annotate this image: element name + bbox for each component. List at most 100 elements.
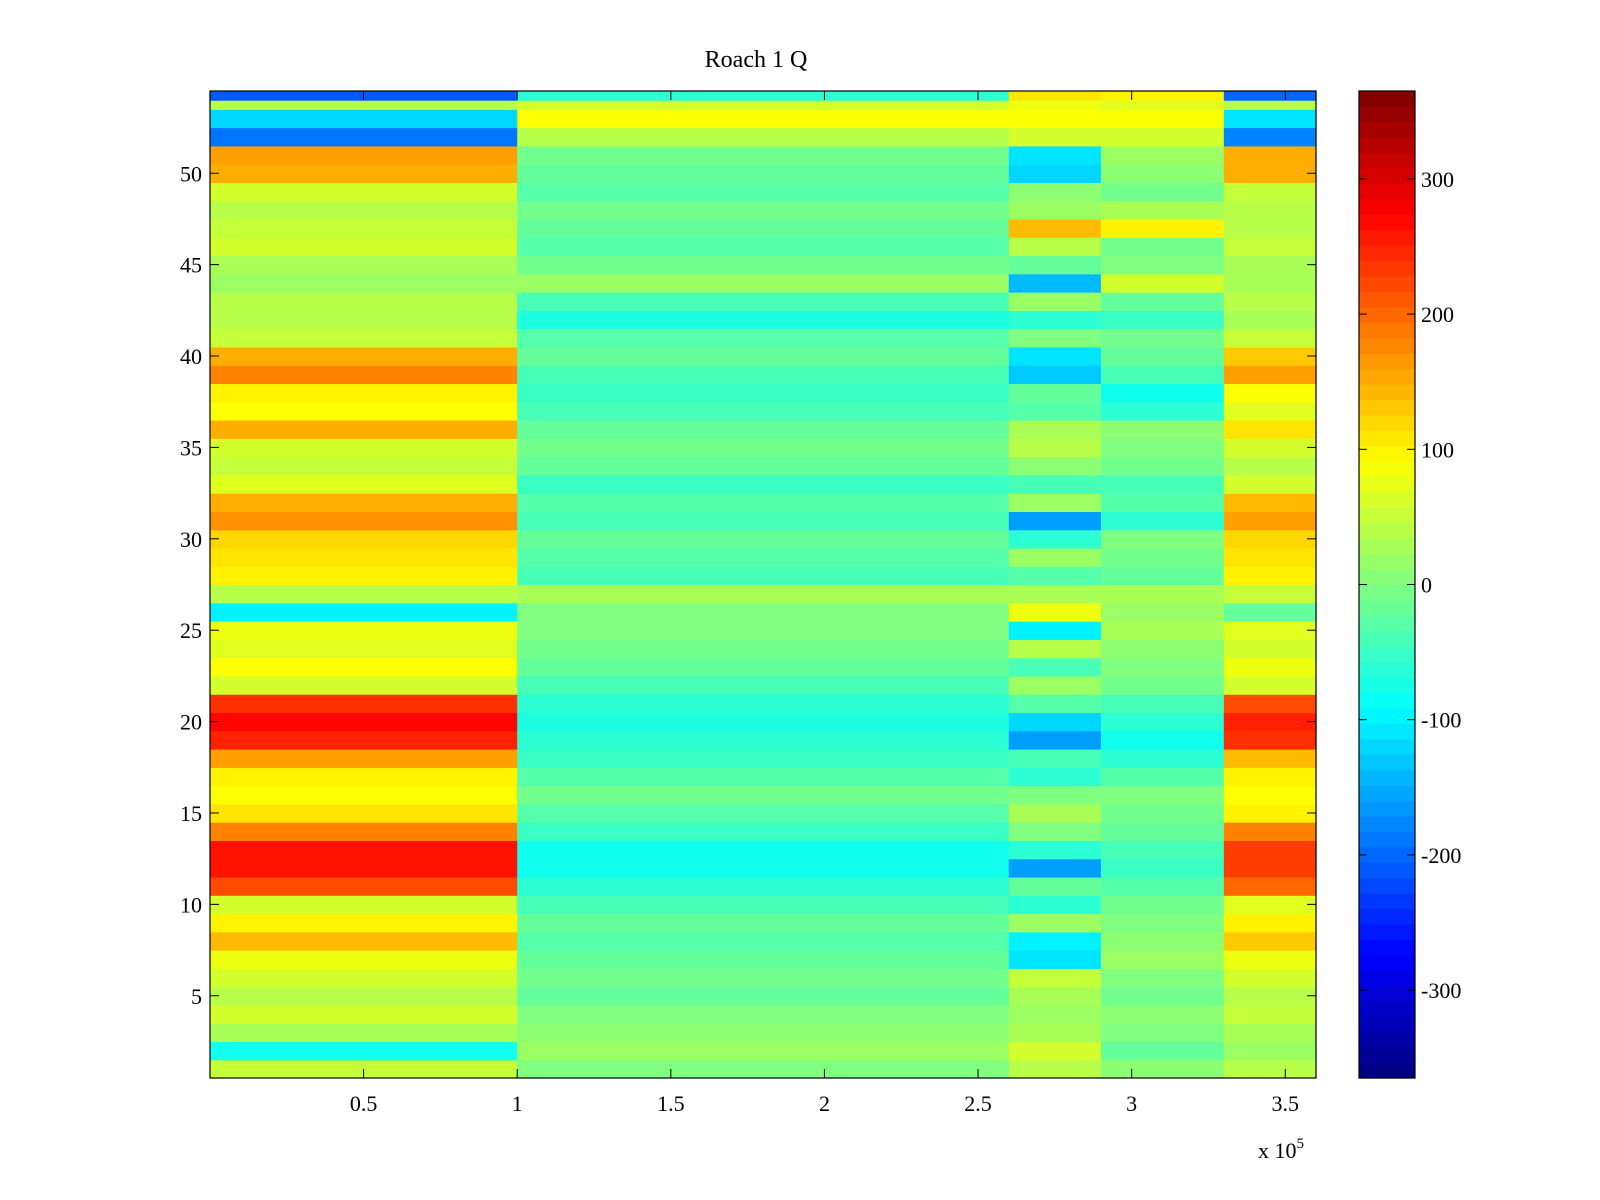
colorbar-band — [1359, 1047, 1415, 1064]
heatmap-cell — [210, 456, 518, 476]
colorbar-band — [1359, 784, 1415, 801]
heatmap-cell — [1223, 493, 1317, 512]
heatmap-cell — [1100, 127, 1225, 147]
heatmap-cell — [1008, 858, 1102, 878]
heatmap-cell — [210, 292, 518, 311]
heatmap-cell — [1223, 694, 1317, 714]
heatmap-cell — [517, 200, 1010, 220]
heatmap-cell — [1008, 401, 1102, 421]
colorbar-tick-label: 200 — [1421, 302, 1454, 327]
heatmap-cell — [517, 840, 1010, 860]
heatmap-cell — [517, 493, 1010, 512]
x-tick-label: 3.5 — [1272, 1091, 1300, 1116]
heatmap-cell — [1008, 730, 1102, 750]
heatmap-cell — [517, 712, 1010, 732]
heatmap-cell — [517, 749, 1010, 768]
heatmap-cell — [517, 657, 1010, 677]
heatmap-cell — [1100, 675, 1225, 695]
heatmap-cell — [1100, 749, 1225, 768]
heatmap-cell — [517, 511, 1010, 531]
colorbar-band — [1359, 507, 1415, 524]
heatmap-cell — [1100, 639, 1225, 659]
colorbar-band — [1359, 908, 1415, 925]
heatmap-cell — [1100, 218, 1225, 238]
colorbar-band — [1359, 892, 1415, 909]
heatmap-cell — [517, 986, 1010, 1006]
heatmap-cell — [210, 328, 518, 348]
colorbar-tick-label: 0 — [1421, 573, 1432, 598]
heatmap-cell — [1008, 657, 1102, 677]
heatmap-cell — [1100, 1004, 1225, 1024]
heatmap-cell — [1223, 785, 1317, 805]
heatmap-cell — [1223, 621, 1317, 640]
colorbar-band — [1359, 954, 1415, 971]
heatmap-cell — [1223, 840, 1317, 860]
heatmap-cell — [1223, 566, 1317, 586]
heatmap-cell — [1223, 858, 1317, 878]
heatmap-cell — [517, 182, 1010, 202]
colorbar-axis: -300 -200 -100 0 100 200 300 — [1359, 167, 1461, 1003]
heatmap-cell — [517, 1004, 1010, 1024]
x-tick-label: 3 — [1126, 1091, 1137, 1116]
colorbar-tick-label: 100 — [1421, 437, 1454, 462]
heatmap-cell — [1100, 803, 1225, 823]
heatmap-cell — [1008, 1023, 1102, 1043]
heatmap-cell — [1223, 292, 1317, 311]
heatmap-cell — [1008, 602, 1102, 622]
heatmap-cell — [1100, 164, 1225, 183]
colorbar-band — [1359, 461, 1415, 478]
heatmap-cell — [1100, 840, 1225, 860]
colorbar-band — [1359, 291, 1415, 308]
heatmap-cell — [1223, 420, 1317, 439]
heatmap-cell — [210, 840, 518, 860]
colorbar-band — [1359, 384, 1415, 401]
heatmap-cell — [1100, 182, 1225, 202]
heatmap-cell — [517, 401, 1010, 421]
heatmap-cell — [1100, 730, 1225, 750]
heatmap-cell — [1100, 438, 1225, 458]
heatmap-cell — [210, 950, 518, 969]
heatmap-cell — [517, 438, 1010, 458]
heatmap-cell — [210, 566, 518, 586]
colorbar-band — [1359, 445, 1415, 462]
heatmap-cell — [1100, 237, 1225, 257]
heatmap-cell — [210, 420, 518, 439]
colorbar-band — [1359, 91, 1415, 108]
heatmap-cell — [1223, 1004, 1317, 1024]
heatmap-cell — [517, 346, 1010, 366]
heatmap-cell — [1008, 986, 1102, 1006]
heatmap-cell — [1223, 273, 1317, 293]
heatmap-cell — [1223, 749, 1317, 768]
heatmap-cell — [1223, 474, 1317, 494]
heatmap-cell — [1008, 255, 1102, 275]
colorbar-band — [1359, 815, 1415, 832]
colorbar-band — [1359, 538, 1415, 555]
heatmap-cell — [1008, 237, 1102, 257]
heatmap-cell — [1100, 785, 1225, 805]
heatmap-cell — [1100, 712, 1225, 732]
heatmap-cell — [1100, 895, 1225, 915]
heatmap-cell — [517, 383, 1010, 403]
colorbar-band — [1359, 106, 1415, 123]
heatmap-cell — [1223, 712, 1317, 732]
y-tick-label: 50 — [180, 161, 202, 186]
colorbar-band — [1359, 198, 1415, 215]
heatmap-cell — [517, 968, 1010, 988]
heatmap-cell — [1223, 986, 1317, 1006]
heatmap-cell — [210, 255, 518, 275]
heatmap-cell — [517, 730, 1010, 750]
colorbar-band — [1359, 615, 1415, 632]
heatmap-cell — [517, 822, 1010, 841]
heatmap-cell — [210, 182, 518, 202]
heatmap-cell — [517, 1041, 1010, 1061]
heatmap-cell — [517, 164, 1010, 183]
heatmap-cell — [210, 639, 518, 659]
heatmap-cell — [210, 876, 518, 896]
colorbar-band — [1359, 183, 1415, 200]
heatmap-cell — [1223, 164, 1317, 183]
plot-frame — [209, 90, 1317, 1079]
heatmap-cell — [1008, 749, 1102, 768]
heatmap-cell — [210, 1041, 518, 1061]
heatmap-cell — [517, 639, 1010, 659]
heatmap-cell — [1008, 91, 1102, 101]
